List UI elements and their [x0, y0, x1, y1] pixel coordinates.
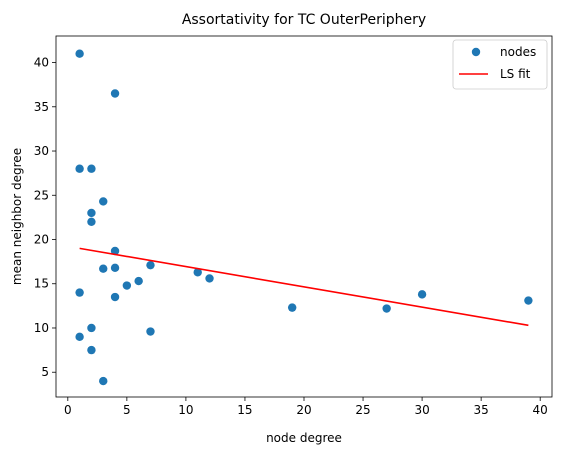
data-point	[193, 268, 202, 277]
data-point	[524, 296, 533, 305]
y-tick-label: 35	[34, 100, 49, 114]
data-point	[417, 290, 427, 299]
data-point	[122, 281, 132, 290]
data-point	[99, 376, 108, 386]
data-point	[87, 217, 96, 227]
data-point	[382, 304, 391, 313]
data-point	[134, 276, 143, 286]
chart-title: Assortativity for TC OuterPeriphery	[182, 12, 426, 28]
data-point	[110, 246, 120, 256]
legend-marker-nodes	[471, 47, 481, 57]
x-tick-label: 5	[123, 403, 131, 417]
y-tick-label: 25	[34, 188, 49, 202]
data-point	[75, 332, 84, 342]
legend-label: nodes	[500, 45, 536, 59]
data-point	[87, 164, 96, 173]
data-point	[87, 345, 96, 355]
data-point	[287, 303, 297, 312]
plot-area	[75, 49, 533, 386]
x-tick-label: 0	[64, 403, 72, 417]
data-point	[75, 288, 84, 297]
x-tick-label: 40	[533, 403, 548, 417]
data-point	[87, 323, 96, 333]
data-point	[110, 89, 120, 98]
x-tick-label: 25	[355, 403, 370, 417]
y-tick-label: 20	[34, 233, 49, 247]
data-point	[75, 49, 84, 58]
plot-frame	[55, 35, 553, 398]
x-tick-label: 30	[414, 403, 429, 417]
legend: nodes LS fit	[452, 39, 548, 90]
x-tick-label: 10	[178, 403, 193, 417]
y-tick-label: 15	[34, 277, 49, 291]
data-point	[146, 260, 155, 270]
x-tick-label: 15	[237, 403, 252, 417]
legend-label: LS fit	[500, 67, 531, 81]
data-point	[146, 327, 155, 336]
x-axis-label: node degree	[266, 431, 342, 445]
y-axis-label: mean neighbor degree	[10, 148, 24, 285]
data-point	[205, 274, 214, 283]
data-point	[99, 197, 108, 206]
y-tick-label: 5	[41, 365, 49, 379]
x-axis: 0 5 10 15 20 25 30 35 40	[64, 397, 548, 417]
y-axis: 5 10 15 20 25 30 35 40	[34, 56, 56, 379]
data-point	[75, 164, 84, 173]
x-tick-label: 35	[474, 403, 489, 417]
data-point	[110, 263, 120, 273]
x-tick-label: 20	[296, 403, 311, 417]
data-point	[110, 292, 120, 302]
y-tick-label: 10	[34, 321, 49, 335]
ls-fit-line	[79, 247, 529, 327]
y-tick-label: 30	[34, 144, 49, 158]
data-point	[87, 208, 96, 218]
y-tick-label: 40	[34, 56, 49, 70]
data-point	[99, 264, 108, 273]
